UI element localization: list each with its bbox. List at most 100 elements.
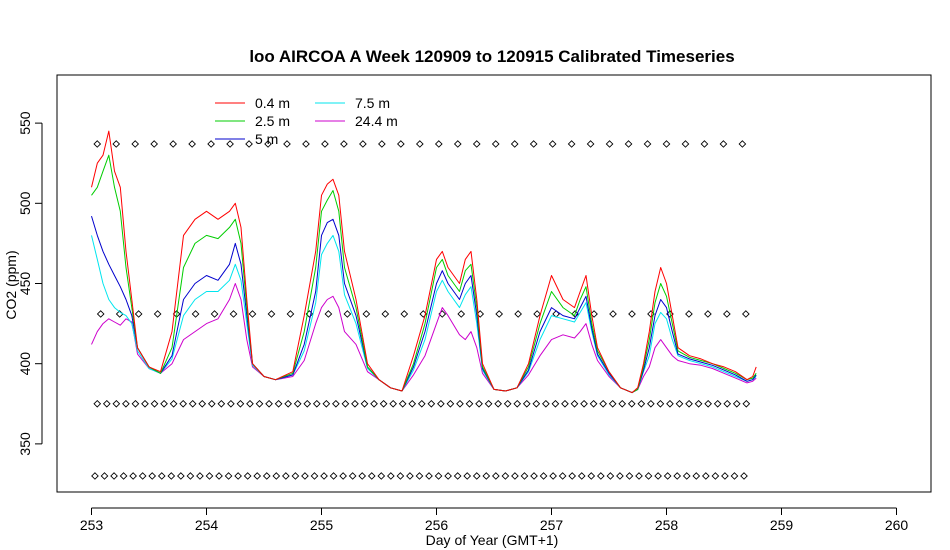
x-tick-label: 260 <box>885 517 909 533</box>
x-tick-label: 253 <box>80 517 104 533</box>
legend-item: 5 m <box>215 131 278 147</box>
diamond-marker <box>283 140 291 148</box>
diamond-marker <box>732 399 741 408</box>
diamond-marker <box>359 140 367 148</box>
diamond-marker <box>738 140 747 148</box>
diamond-marker <box>456 399 464 408</box>
y-tick-label: 500 <box>17 191 33 215</box>
plot-frame <box>56 74 932 493</box>
diamond-marker <box>264 140 272 148</box>
diamond-marker <box>248 310 257 318</box>
x-axis-label: Day of Year (GMT+1) <box>426 532 559 548</box>
diamond-marker <box>570 399 579 408</box>
diamond-marker <box>179 399 187 408</box>
diamond-marker <box>644 472 653 480</box>
diamond-marker <box>96 310 105 318</box>
diamond-marker <box>624 140 633 148</box>
diamond-marker <box>561 399 569 408</box>
marker-row <box>93 399 751 408</box>
diamond-marker <box>389 399 397 408</box>
diamond-marker <box>484 399 493 408</box>
diamond-marker <box>243 472 252 480</box>
diamond-marker <box>131 140 140 148</box>
legend-label: 2.5 m <box>255 113 290 129</box>
diamond-marker <box>274 399 283 408</box>
diamond-marker <box>425 472 433 480</box>
diamond-marker <box>169 140 177 148</box>
diamond-marker <box>217 399 226 408</box>
diamond-marker <box>110 472 118 480</box>
diamond-marker <box>700 140 709 148</box>
diamond-marker <box>510 140 519 148</box>
diamond-marker <box>324 310 333 318</box>
diamond-marker <box>558 472 567 480</box>
diamond-marker <box>282 472 290 480</box>
diamond-marker <box>713 399 722 408</box>
diamond-marker <box>577 472 586 480</box>
legend-item: 24.4 m <box>315 113 398 129</box>
legend-label: 5 m <box>255 131 278 147</box>
diamond-marker <box>227 399 235 408</box>
diamond-marker <box>245 140 253 148</box>
diamond-marker <box>387 472 395 480</box>
diamond-marker <box>207 140 215 148</box>
x-tick-label: 255 <box>310 517 334 533</box>
diamond-marker <box>303 399 312 408</box>
legend-item: 0.4 m <box>215 95 290 111</box>
diamond-marker <box>606 472 615 480</box>
diamond-marker <box>340 140 348 148</box>
diamond-marker <box>293 399 302 408</box>
diamond-marker <box>341 399 350 408</box>
diamond-marker <box>616 472 624 480</box>
diamond-marker <box>586 140 595 148</box>
series-line-5-m <box>91 215 757 394</box>
diamond-marker <box>590 310 598 318</box>
diamond-marker <box>236 399 245 408</box>
diamond-marker <box>662 140 671 148</box>
diamond-marker <box>196 472 204 480</box>
x-tick-label: 254 <box>195 517 219 533</box>
diamond-marker <box>119 472 128 480</box>
diamond-marker <box>360 399 369 408</box>
diamond-marker <box>539 472 548 480</box>
diamond-marker <box>723 310 731 318</box>
diamond-marker <box>150 399 159 408</box>
diamond-marker <box>234 472 242 480</box>
diamond-marker <box>599 399 607 408</box>
diamond-marker <box>605 140 614 148</box>
diamond-marker <box>551 399 560 408</box>
diamond-marker <box>628 310 636 318</box>
diamond-marker <box>141 399 149 408</box>
diamond-marker <box>681 140 690 148</box>
diamond-marker <box>112 399 121 408</box>
diamond-marker <box>567 140 576 148</box>
x-tick-label: 258 <box>655 517 679 533</box>
diamond-marker <box>446 399 455 408</box>
diamond-marker <box>625 472 634 480</box>
plot-area <box>91 130 757 480</box>
diamond-marker <box>656 399 665 408</box>
diamond-marker <box>332 399 340 408</box>
diamond-marker <box>627 399 636 408</box>
diamond-marker <box>463 472 472 480</box>
diamond-marker <box>381 310 390 318</box>
diamond-marker <box>186 472 195 480</box>
diamond-marker <box>685 310 693 318</box>
diamond-marker <box>329 472 338 480</box>
diamond-marker <box>167 472 176 480</box>
diamond-marker <box>465 399 474 408</box>
diamond-marker <box>719 140 728 148</box>
diamond-marker <box>301 472 309 480</box>
chart-title: loo AIRCOA A Week 120909 to 120915 Calib… <box>249 47 734 66</box>
diamond-marker <box>224 472 233 480</box>
diamond-marker <box>492 472 500 480</box>
diamond-marker <box>482 472 491 480</box>
diamond-marker <box>548 140 557 148</box>
diamond-marker <box>153 310 162 318</box>
diamond-marker <box>150 140 159 148</box>
diamond-marker <box>379 399 388 408</box>
diamond-marker <box>229 310 238 318</box>
diamond-marker <box>472 140 481 148</box>
diamond-marker <box>262 472 271 480</box>
diamond-marker <box>177 472 185 480</box>
